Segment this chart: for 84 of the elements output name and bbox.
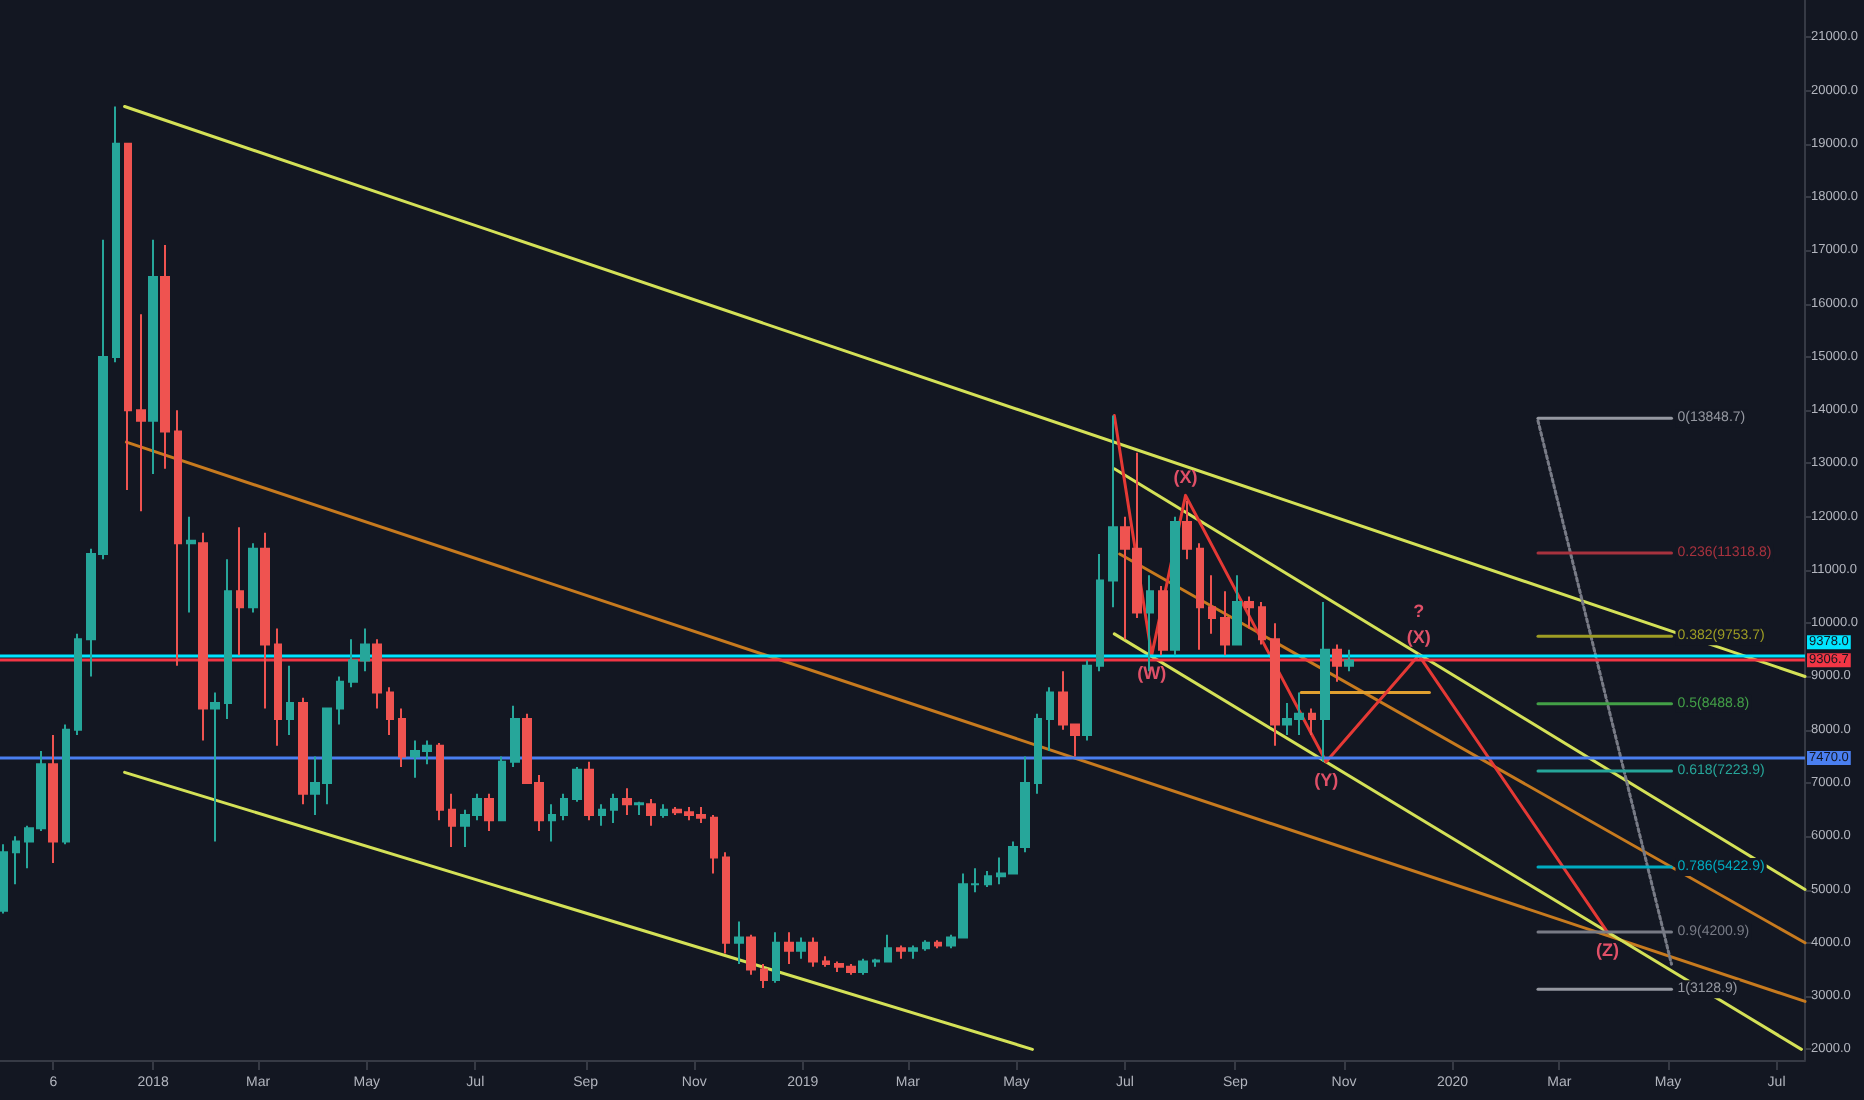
candlestick xyxy=(1170,515,1180,657)
candlestick xyxy=(872,957,880,968)
annotation: (X) xyxy=(1406,627,1431,648)
candlestick xyxy=(660,803,668,819)
annotation: (Y) xyxy=(1314,769,1339,790)
candlestick xyxy=(746,933,756,976)
candlestick xyxy=(62,723,70,846)
candlestick xyxy=(298,696,308,806)
annotation: (W) xyxy=(1137,663,1167,684)
annotation: ? xyxy=(1413,601,1425,622)
candlestick xyxy=(858,957,868,976)
candlestick xyxy=(548,803,556,843)
candlestick xyxy=(784,931,794,966)
candlestick xyxy=(260,531,270,710)
candlestick xyxy=(1158,584,1168,657)
candlestick xyxy=(12,835,20,886)
candlestick xyxy=(760,963,768,990)
candlestick xyxy=(124,142,132,492)
candlestick xyxy=(274,627,282,747)
candlestick xyxy=(372,638,382,710)
candlestick xyxy=(248,542,258,614)
candlestick xyxy=(224,558,232,721)
candlestick xyxy=(622,787,632,816)
candlestick xyxy=(484,792,494,832)
candlestick xyxy=(48,734,58,864)
candlestick xyxy=(722,851,730,955)
candlestick xyxy=(0,843,8,915)
candlestick xyxy=(572,766,582,803)
candlestick xyxy=(808,936,818,968)
candlestick xyxy=(498,755,506,822)
candlestick xyxy=(1182,499,1192,561)
candlestick xyxy=(1046,686,1054,753)
candlestick xyxy=(1082,659,1092,742)
candlestick xyxy=(386,686,394,737)
candlestick xyxy=(1108,414,1118,609)
candlestick xyxy=(584,760,594,822)
candlestick xyxy=(772,931,780,984)
candlestick xyxy=(1332,643,1342,683)
candlestick xyxy=(210,691,220,843)
candlestick xyxy=(74,632,82,737)
candlestick xyxy=(1320,600,1330,763)
candlestick xyxy=(634,800,644,816)
line-series xyxy=(1112,413,1609,934)
candlestick xyxy=(1196,542,1204,651)
candlestick xyxy=(796,936,806,960)
candlestick xyxy=(1232,574,1242,646)
candlestick xyxy=(822,955,830,968)
candlestick xyxy=(610,792,618,824)
candlestick xyxy=(160,244,170,470)
candlestick xyxy=(448,792,456,848)
candlestick xyxy=(1244,595,1254,630)
candlestick xyxy=(236,526,244,657)
candlestick xyxy=(734,920,744,966)
candlestick xyxy=(198,531,208,742)
candlestick xyxy=(896,944,906,960)
candlestick xyxy=(934,939,942,950)
candlestick xyxy=(510,704,520,769)
candlestick xyxy=(1208,574,1216,635)
candlestick xyxy=(710,813,718,875)
candlestick xyxy=(646,798,656,827)
candlestick xyxy=(922,939,930,952)
candlestick xyxy=(984,869,992,888)
candlestick xyxy=(136,313,146,513)
candlestick xyxy=(1258,600,1266,646)
candlestick xyxy=(174,409,182,667)
candlestick xyxy=(336,675,344,726)
candlestick xyxy=(1308,707,1316,737)
candlestick xyxy=(1344,648,1354,673)
candlestick xyxy=(1096,552,1104,673)
candlestick xyxy=(186,515,196,614)
candlestick xyxy=(1220,590,1230,657)
candlestick xyxy=(436,742,444,822)
candlestick xyxy=(598,803,606,827)
candlestick xyxy=(884,933,892,963)
annotation: (X) xyxy=(1173,467,1198,488)
candlestick xyxy=(1034,712,1042,795)
candlestick xyxy=(908,944,918,960)
candlestick xyxy=(286,664,294,737)
annotation: (Z) xyxy=(1595,940,1619,961)
candlestick xyxy=(1270,622,1280,747)
candlestick xyxy=(112,105,120,364)
candlestick xyxy=(560,792,568,822)
candlestick xyxy=(398,707,406,769)
candlestick xyxy=(148,238,158,476)
